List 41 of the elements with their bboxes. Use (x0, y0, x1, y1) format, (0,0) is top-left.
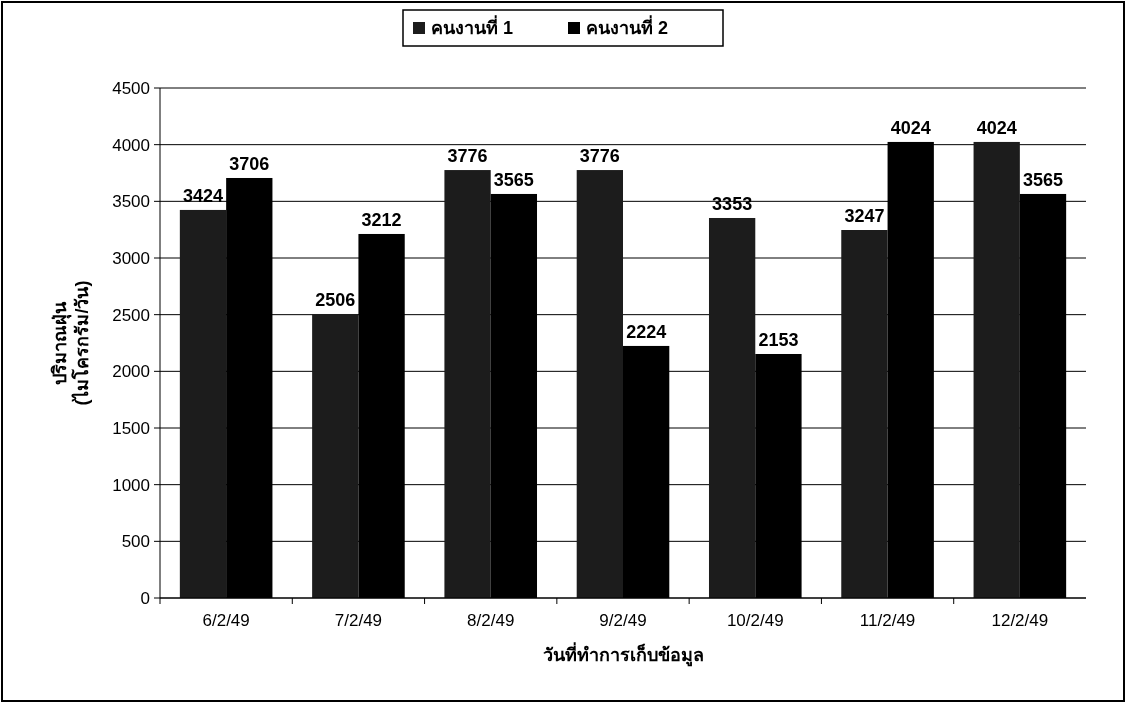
bar (973, 141, 1020, 598)
legend-label: คนงานที่ 2 (586, 15, 669, 39)
x-tick-label: 7/2/49 (334, 611, 383, 630)
y-tick-label: 1000 (112, 475, 150, 495)
data-label: 3776 (447, 146, 488, 167)
x-tick-label: 12/2/49 (991, 611, 1049, 630)
x-axis-title: วันที่ทำการเก็บข้อมูล (542, 642, 704, 667)
bar (312, 313, 359, 598)
y-tick-label: 3500 (112, 192, 150, 212)
y-tick-label: 2000 (112, 362, 150, 382)
data-label: 3212 (361, 209, 402, 230)
x-tick-label: 10/2/49 (726, 611, 784, 630)
data-label: 2224 (626, 321, 667, 342)
y-tick-label: 4500 (112, 78, 150, 98)
y-tick-label: 500 (121, 532, 150, 552)
data-label: 4024 (976, 117, 1017, 138)
legend-label: คนงานที่ 1 (431, 15, 514, 39)
x-tick-label: 8/2/49 (467, 611, 515, 630)
bar (444, 170, 491, 598)
bar (841, 230, 888, 598)
y-axis-title: ปริมาณฝุ่น (ไมโครกรัม/วัน) (50, 280, 92, 406)
y-tick-label: 4000 (112, 135, 150, 155)
y-tick-label: 1500 (112, 418, 150, 438)
data-label: 3776 (579, 146, 620, 167)
x-tick-label: 6/2/49 (202, 611, 250, 630)
x-tick-label: 11/2/49 (859, 611, 916, 630)
data-label: 3706 (229, 153, 270, 174)
y-tick-label: 3000 (112, 248, 150, 268)
data-label: 3247 (844, 206, 885, 227)
bar (179, 209, 227, 598)
data-label: 3565 (493, 169, 534, 190)
bar (708, 217, 756, 598)
data-label: 2506 (315, 289, 356, 310)
data-label: 3424 (182, 185, 224, 206)
data-label: 3565 (1022, 169, 1064, 190)
y-tick-label: 2500 (112, 305, 150, 325)
data-label: 4024 (890, 117, 931, 138)
x-tick-label: 9/2/49 (599, 611, 647, 630)
y-tick-label: 0 (140, 588, 150, 608)
bar (576, 170, 623, 598)
data-label: 2153 (758, 329, 799, 350)
